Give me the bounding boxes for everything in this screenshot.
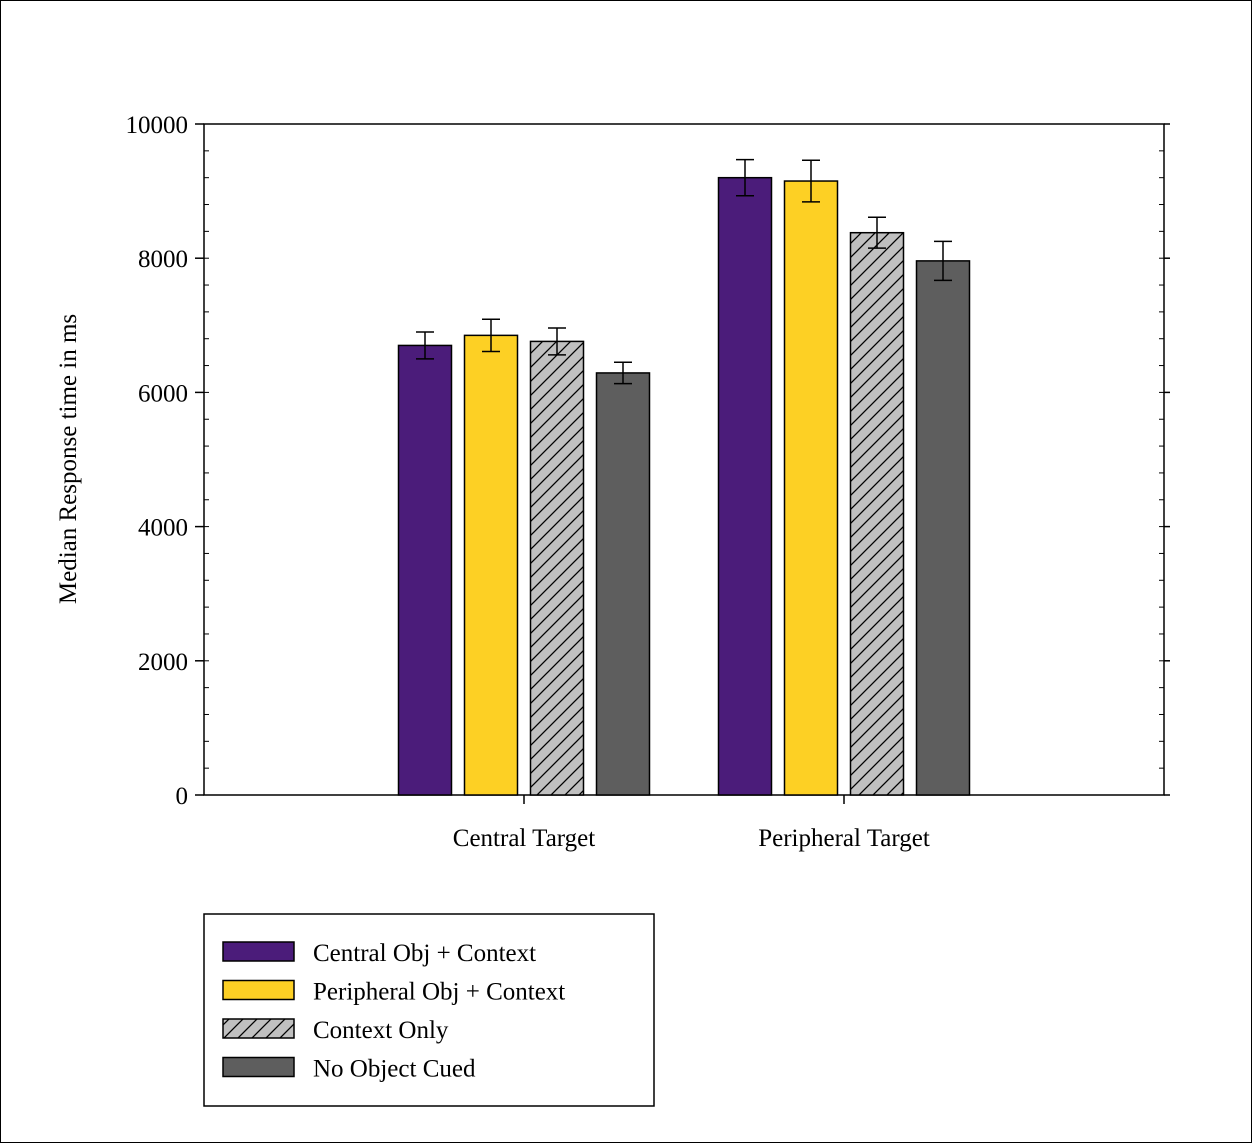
y-tick-label: 6000 <box>138 380 188 407</box>
bar <box>397 344 453 796</box>
y-tick-label: 8000 <box>138 246 188 273</box>
bars <box>397 176 971 796</box>
legend-swatch <box>222 1056 295 1078</box>
bar <box>783 180 839 796</box>
y-tick-label: 10000 <box>126 112 189 139</box>
x-tick-label: Peripheral Target <box>758 825 930 852</box>
legend-label: No Object Cued <box>313 1056 476 1083</box>
legend-swatch <box>222 979 295 1001</box>
x-tick-label: Central Target <box>453 825 595 852</box>
legend-label: Peripheral Obj + Context <box>313 979 565 1006</box>
bar <box>849 231 905 796</box>
x-axis: Central Target Peripheral Target <box>453 795 930 852</box>
legend-swatch <box>222 1018 295 1039</box>
legend-swatch <box>222 941 295 962</box>
legend: Central Obj + Context Peripheral Obj + Co… <box>203 913 655 1107</box>
plot-area <box>203 123 1165 796</box>
bar <box>915 260 971 796</box>
legend-label: Central Obj + Context <box>313 940 536 967</box>
y-tick-label: 0 <box>176 783 189 810</box>
y-axis-label: Median Response time in ms <box>55 314 82 604</box>
plot-border <box>203 123 1165 796</box>
bar <box>595 372 651 796</box>
y-axis: 0 2000 4000 6000 8000 10000 <box>126 112 1170 810</box>
y-tick-label: 4000 <box>138 515 188 542</box>
y-tick-label: 2000 <box>138 649 188 676</box>
error-bars <box>416 158 952 385</box>
bar <box>463 334 519 796</box>
bar <box>717 176 773 796</box>
legend-label: Context Only <box>313 1017 449 1044</box>
bar <box>529 340 585 796</box>
